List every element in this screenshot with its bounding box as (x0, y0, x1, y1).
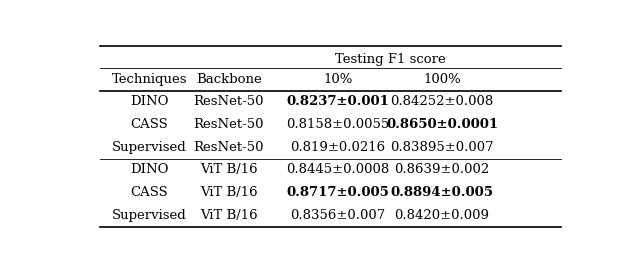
Text: DINO: DINO (130, 163, 169, 176)
Text: 10%: 10% (323, 73, 353, 86)
Text: DINO: DINO (130, 95, 169, 108)
Text: 0.84252±0.008: 0.84252±0.008 (390, 95, 493, 108)
Text: 0.8420±0.009: 0.8420±0.009 (395, 209, 490, 222)
Text: Supervised: Supervised (112, 141, 187, 154)
Text: 0.8894±0.005: 0.8894±0.005 (390, 186, 493, 199)
Text: 0.8158±0.0055: 0.8158±0.0055 (286, 118, 390, 131)
Text: 0.8639±0.002: 0.8639±0.002 (394, 163, 490, 176)
Text: CASS: CASS (131, 186, 168, 199)
Text: 0.8650±0.0001: 0.8650±0.0001 (386, 118, 498, 131)
Text: ResNet-50: ResNet-50 (193, 95, 264, 108)
Text: 0.8717±0.005: 0.8717±0.005 (287, 186, 389, 199)
Text: 0.8237±0.001: 0.8237±0.001 (287, 95, 389, 108)
Text: ViT B/16: ViT B/16 (200, 163, 258, 176)
Text: 0.8356±0.007: 0.8356±0.007 (291, 209, 385, 222)
Text: ViT B/16: ViT B/16 (200, 209, 258, 222)
Text: Backbone: Backbone (196, 73, 262, 86)
Text: 0.83895±0.007: 0.83895±0.007 (390, 141, 494, 154)
Text: ResNet-50: ResNet-50 (193, 118, 264, 131)
Text: Techniques: Techniques (112, 73, 187, 86)
Text: ViT B/16: ViT B/16 (200, 186, 258, 199)
Text: Testing F1 score: Testing F1 score (335, 53, 445, 66)
Text: Supervised: Supervised (112, 209, 187, 222)
Text: 100%: 100% (423, 73, 461, 86)
Text: ResNet-50: ResNet-50 (193, 141, 264, 154)
Text: CASS: CASS (131, 118, 168, 131)
Text: 0.8445±0.0008: 0.8445±0.0008 (286, 163, 390, 176)
Text: 0.819±0.0216: 0.819±0.0216 (291, 141, 385, 154)
